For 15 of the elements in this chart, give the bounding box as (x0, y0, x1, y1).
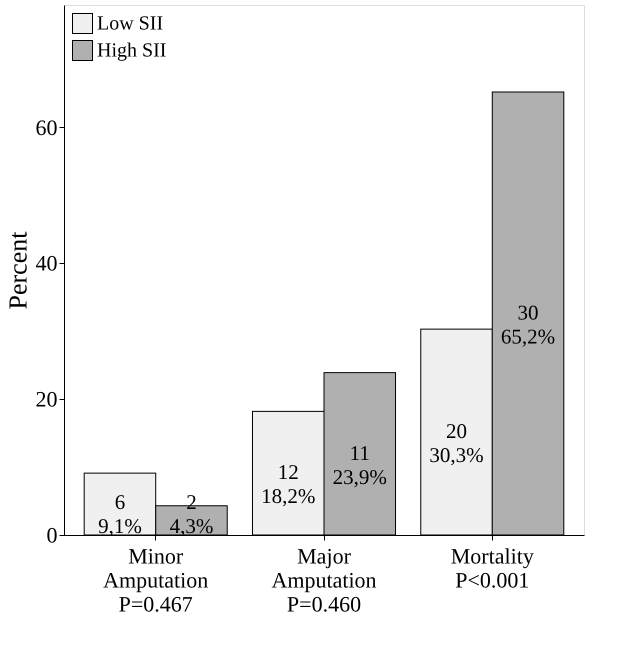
legend-label: High SII (97, 40, 166, 62)
y-tick-label: 0 (46, 522, 58, 548)
y-axis-title: Percent (4, 230, 32, 310)
y-tick-label: 60 (36, 114, 58, 140)
legend-label: Low SII (97, 12, 164, 34)
y-tick-label: 20 (36, 386, 58, 412)
data-label: 20 30,3% (429, 419, 484, 468)
x-tick-label: Mortality P<0.001 (450, 544, 534, 592)
data-label: 30 65,2% (500, 300, 556, 348)
data-label: 6 9,1% (98, 490, 142, 538)
x-tick-label: Major Amputation P=0.460 (271, 544, 377, 616)
data-label: 12 18,2% (261, 460, 316, 508)
data-label: 11 23,9% (332, 440, 387, 489)
x-tick-label: Minor Amputation P=0.467 (103, 544, 208, 616)
y-tick-label: 40 (36, 250, 58, 276)
